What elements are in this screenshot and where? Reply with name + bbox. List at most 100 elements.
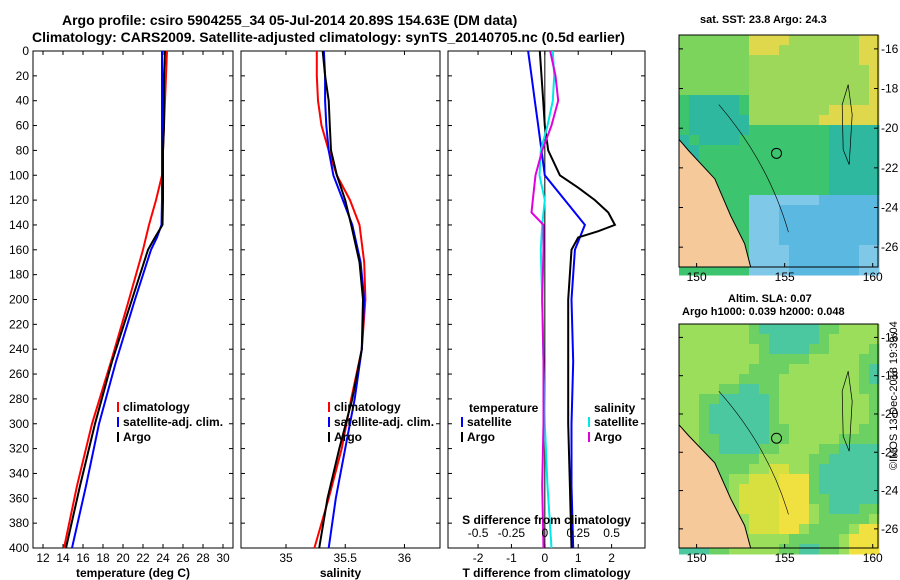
map-cell-sla [799, 484, 810, 495]
map-cell-sst [799, 45, 810, 56]
map-cell-sla [849, 374, 860, 385]
map-cell-sst [699, 85, 710, 96]
map-cell-sla [829, 374, 840, 385]
map-cell-sst [709, 85, 720, 96]
map-cell-sla [739, 424, 750, 435]
map-cell-sla [839, 444, 850, 455]
map-cell-sst [869, 85, 880, 96]
map-cell-sla [729, 384, 740, 395]
map-cell-sst [759, 205, 770, 216]
map-cell-sla [829, 384, 840, 395]
map-cell-sla [679, 394, 690, 405]
x-tick-label: 35.5 [334, 551, 358, 565]
map-cell-sst [859, 215, 870, 226]
map-cell-sla [829, 514, 840, 525]
map-cell-sst [869, 265, 880, 276]
map-cell-sst [829, 245, 840, 256]
map-cell-sla [789, 454, 800, 465]
map-cell-sla [769, 364, 780, 375]
map-cell-sst [739, 95, 750, 106]
map-cell-sst [809, 165, 820, 176]
map-cell-sla [799, 534, 810, 545]
map-cell-sla [869, 344, 880, 355]
map-cell-sla [759, 534, 770, 545]
map-cell-sla [799, 394, 810, 405]
map-cell-sst [809, 225, 820, 236]
map-cell-sla [739, 494, 750, 505]
map-cell-sla [829, 544, 840, 555]
map-cell-sla [849, 404, 860, 415]
map-cell-sst [679, 115, 690, 126]
chart-title-line2: Climatology: CARS2009. Satellite-adjuste… [32, 29, 625, 45]
legend-label: Argo [467, 430, 495, 444]
map-cell-sla [839, 464, 850, 475]
map-cell-sla [759, 414, 770, 425]
map-cell-sst [809, 85, 820, 96]
map-cell-sst [779, 65, 790, 76]
map-cell-sla [799, 364, 810, 375]
map-cell-sst [819, 245, 830, 256]
map-cell-sla [819, 404, 830, 415]
map-cell-sla [769, 394, 780, 405]
series-line-diff-s-argo [530, 50, 560, 549]
map-cell-sst [829, 85, 840, 96]
map-cell-sst [749, 65, 760, 76]
map-cell-sla [719, 334, 730, 345]
x-axis-label-salinity: salinity [320, 566, 362, 580]
map-cell-sst [759, 35, 770, 46]
map-cell-sla [809, 504, 820, 515]
map-cell-sst [849, 185, 860, 196]
map-cell-sla [869, 494, 880, 505]
map-cell-sst [719, 175, 730, 186]
map-cell-sst [719, 35, 730, 46]
map-cell-sst [829, 95, 840, 106]
map-cell-sla [709, 324, 720, 335]
map-cell-sla [849, 524, 860, 535]
map-cell-sla [679, 384, 690, 395]
map-cell-sst [839, 205, 850, 216]
map-cell-sst [849, 105, 860, 116]
map-cell-sla [829, 354, 840, 365]
map-cell-sst [869, 195, 880, 206]
map-cell-sla [739, 384, 750, 395]
map-cell-sst [759, 235, 770, 246]
map-cell-sst [749, 165, 760, 176]
map-cell-sla [839, 544, 850, 555]
map-cell-sla [689, 334, 700, 345]
map-cell-sla [739, 354, 750, 365]
map-cell-sst [789, 185, 800, 196]
map-cell-sla [719, 324, 730, 335]
lat-tick-label: -24 [881, 484, 899, 498]
map-cell-sst [849, 265, 860, 276]
map-cell-sla [749, 504, 760, 515]
map-cell-sst [749, 185, 760, 196]
map-cell-sst [819, 95, 830, 106]
map-cell-sst [739, 125, 750, 136]
map-cell-sst [739, 135, 750, 146]
map-cell-sla [719, 464, 730, 475]
map-cell-sst [749, 125, 760, 136]
map-cell-sst [759, 75, 770, 86]
map-cell-sla [709, 354, 720, 365]
y-tick-label: 300 [9, 417, 29, 431]
lat-tick-label: -22 [881, 445, 899, 459]
map-cell-sst [759, 95, 770, 106]
map-cell-sla [849, 474, 860, 485]
map-cell-sla [809, 344, 820, 355]
map-cell-sla [729, 364, 740, 375]
map-cell-sla [679, 354, 690, 365]
map-cell-sst [779, 85, 790, 96]
map-cell-sst [809, 125, 820, 136]
map-cell-sst [819, 175, 830, 186]
map-cell-sla [869, 454, 880, 465]
map-cell-sla [719, 344, 730, 355]
map-cell-sla [799, 444, 810, 455]
map-cell-sla [739, 344, 750, 355]
map-cell-sst [799, 255, 810, 266]
map-cell-sla [839, 484, 850, 495]
map-cell-sla [859, 504, 870, 515]
map-cell-sst [739, 165, 750, 176]
map-cell-sst [799, 215, 810, 226]
map-cell-sla [749, 414, 760, 425]
map-cell-sst [729, 265, 740, 276]
